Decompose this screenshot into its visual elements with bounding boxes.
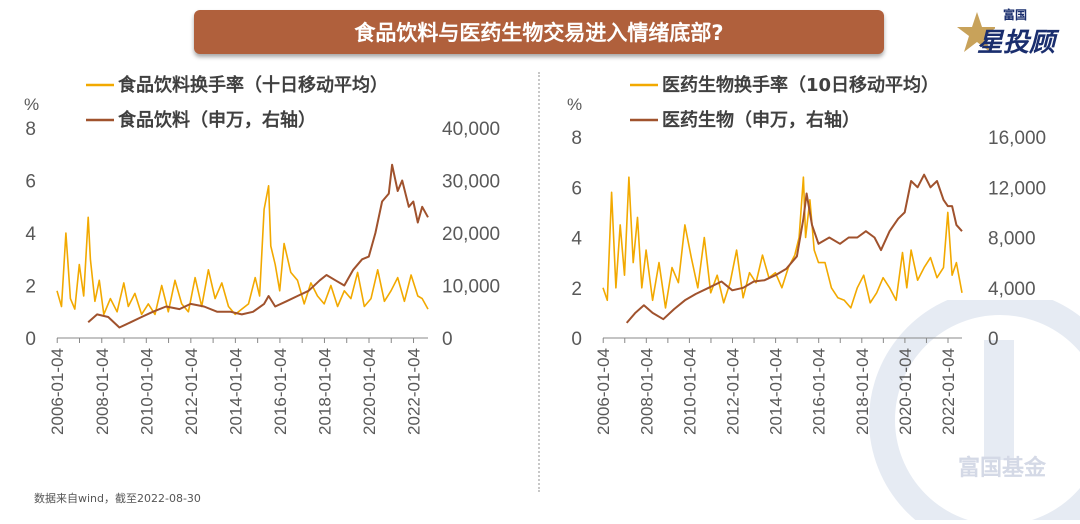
- watermark: 富国基金: [850, 289, 1080, 524]
- x-tick-label: 2018-01-04: [315, 348, 334, 435]
- y-tick-label: 0: [571, 329, 582, 350]
- brand-logo: 富国 星投顾: [955, 4, 1075, 60]
- y2-tick-label: 40,000: [442, 119, 500, 140]
- watermark-text: 富国基金: [958, 456, 1047, 481]
- x-tick-label: 2008-01-04: [93, 348, 112, 435]
- x-tick-label: 2014-01-04: [226, 348, 245, 435]
- y-unit-label: %: [24, 95, 39, 114]
- y-tick-label: 6: [571, 178, 582, 199]
- x-tick-label: 2022-01-04: [405, 348, 424, 435]
- y-tick-label: 0: [25, 329, 36, 350]
- y2-tick-label: 4,000: [988, 279, 1036, 300]
- x-tick-label: 2016-01-04: [810, 348, 829, 435]
- chart-divider: [538, 72, 540, 492]
- legend-label: 医药生物（申万，右轴）: [662, 109, 860, 131]
- y-tick-label: 6: [25, 172, 36, 193]
- y-tick-label: 4: [25, 224, 36, 245]
- y-tick-label: 2: [571, 279, 582, 300]
- legend: 医药生物换手率（10日移动平均） 医药生物（申万，右轴）: [630, 74, 939, 131]
- chart-food-beverage: % 0 2 4 6 8 0 10,000 20,000 30,000 40,000 2006-01…: [24, 74, 500, 435]
- x-tick-label: 2010-01-04: [680, 348, 699, 435]
- star-icon: [957, 12, 995, 52]
- x-tick-label: 2008-01-04: [637, 348, 656, 435]
- y2-tick-label: 10,000: [442, 277, 500, 298]
- x-tick-label: 2016-01-04: [271, 348, 290, 435]
- y-tick-label: 4: [571, 229, 582, 250]
- y2-tick-label: 0: [442, 329, 453, 350]
- y2-tick-label: 16,000: [988, 128, 1046, 149]
- x-tick-label: 2018-01-04: [853, 348, 872, 435]
- x-tick-label: 2022-01-04: [939, 348, 958, 435]
- x-tick-label: 2010-01-04: [137, 348, 156, 435]
- y2-tick-label: 12,000: [988, 178, 1046, 199]
- logo-small-text: 富国: [1003, 8, 1028, 22]
- x-axis: 2006-01-04 2008-01-04 2010-01-04 2012-01-04…: [594, 337, 962, 435]
- x-tick-label: 2012-01-04: [182, 348, 201, 435]
- legend-label: 医药生物换手率（10日移动平均）: [662, 74, 939, 96]
- right-axis: 0 4,000 8,000 12,000 16,000: [988, 128, 1046, 350]
- y2-tick-label: 8,000: [988, 229, 1036, 250]
- right-axis: 0 10,000 20,000 30,000 40,000: [442, 119, 500, 350]
- legend-label: 食品饮料（申万，右轴）: [117, 109, 316, 131]
- series-group: [602, 173, 963, 324]
- x-tick-label: 2006-01-04: [594, 348, 613, 435]
- y2-tick-label: 30,000: [442, 172, 500, 193]
- y-tick-label: 8: [571, 128, 582, 149]
- index-series-line: [625, 173, 963, 324]
- index-series-line: [87, 163, 429, 329]
- x-tick-label: 2014-01-04: [767, 348, 786, 435]
- chart-pharma: % 0 2 4 6 8 0 4,000 8,000 12,000 16,000 2006-01-0…: [567, 74, 1046, 435]
- x-axis: 2006-01-04 2008-01-04 2010-01-04 2012-01-04…: [48, 337, 428, 435]
- series-group: [56, 163, 429, 329]
- x-tick-label: 2020-01-04: [360, 348, 379, 435]
- logo-big-text: 星投顾: [977, 28, 1056, 58]
- y-tick-label: 2: [25, 277, 36, 298]
- page-title: 食品饮料与医药生物交易进入情绪底部?: [354, 21, 724, 45]
- y2-tick-label: 0: [988, 329, 999, 350]
- y-unit-label: %: [567, 95, 582, 114]
- left-axis: % 0 2 4 6 8: [567, 95, 582, 350]
- turnover-series-line: [56, 185, 429, 316]
- x-tick-label: 2012-01-04: [724, 348, 743, 435]
- legend: 食品饮料换手率（十日移动平均） 食品饮料（申万，右轴）: [86, 74, 388, 131]
- legend-label: 食品饮料换手率（十日移动平均）: [117, 74, 388, 96]
- source-note: 数据来自wind，截至2022-08-30: [34, 492, 201, 505]
- left-axis: % 0 2 4 6 8: [24, 95, 39, 350]
- title-banner: 食品饮料与医药生物交易进入情绪底部?: [194, 10, 884, 54]
- x-tick-label: 2020-01-04: [896, 348, 915, 435]
- x-tick-label: 2006-01-04: [48, 348, 67, 435]
- turnover-series-line: [602, 176, 963, 309]
- y-tick-label: 8: [25, 119, 36, 140]
- y2-tick-label: 20,000: [442, 224, 500, 245]
- watermark-emblem-icon: [869, 289, 1080, 524]
